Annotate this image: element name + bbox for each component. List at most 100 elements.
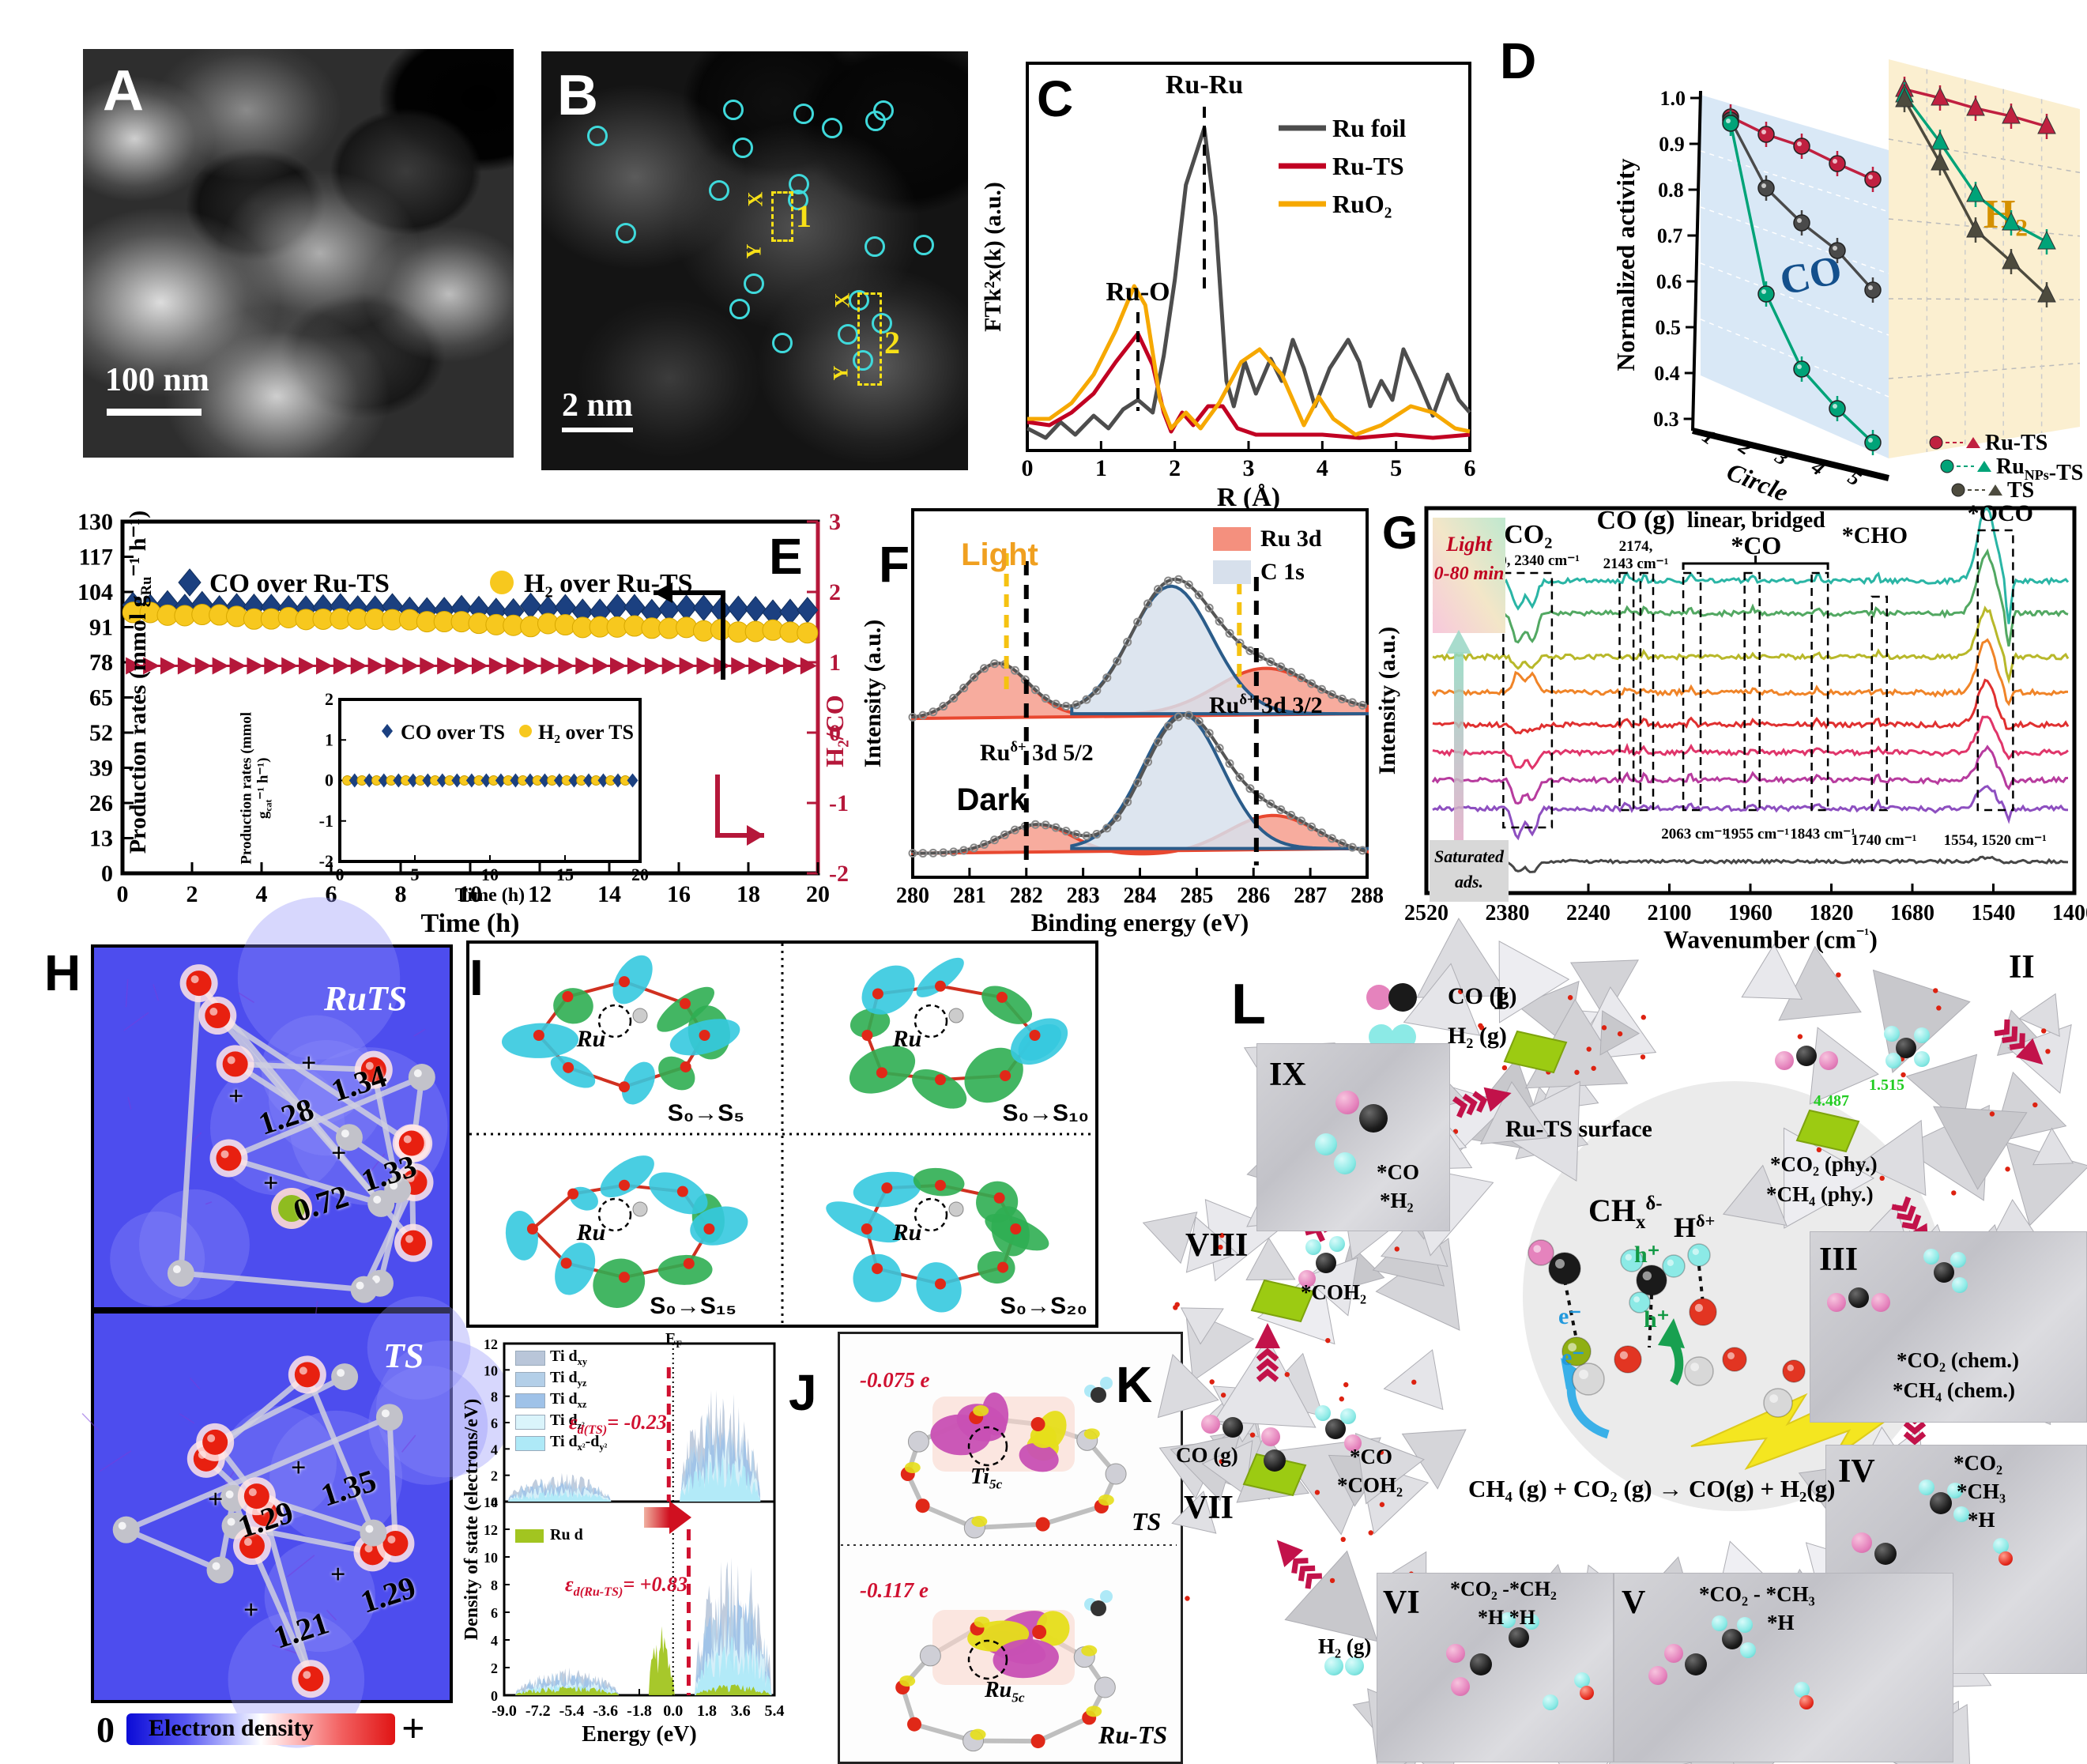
svg-text:0: 0	[101, 861, 113, 887]
svg-text:12: 12	[484, 1522, 498, 1538]
svg-text:Ru: Ru	[576, 1026, 606, 1052]
svg-text:2520: 2520	[1404, 901, 1448, 925]
l-station-label: *CH₄ (chem.)	[1893, 1378, 2015, 1403]
molecule-ball	[1796, 1046, 1817, 1066]
molecule-ball	[1648, 1666, 1667, 1685]
l-hplus: h⁺	[1644, 1306, 1670, 1333]
svg-text:Binding energy (eV): Binding energy (eV)	[1031, 908, 1249, 937]
l-station-label: *CO	[1350, 1445, 1392, 1469]
svg-text:1740 cm⁻¹: 1740 cm⁻¹	[1852, 832, 1917, 849]
l-station-label: *CO₂ (chem.)	[1897, 1348, 2019, 1373]
svg-text:2174,: 2174,	[1619, 538, 1653, 555]
atom-marker-circle	[838, 324, 858, 345]
svg-text:39: 39	[89, 756, 113, 782]
colorbar-label: Electron density	[149, 1715, 314, 1742]
molecule-ball	[1664, 1644, 1683, 1663]
svg-text:2: 2	[491, 1660, 498, 1676]
j-eps-ts: εd(TS)= -0.23	[569, 1411, 667, 1438]
molecule-ball	[1919, 1479, 1934, 1495]
svg-text:Energy (eV): Energy (eV)	[582, 1722, 696, 1747]
j-legend-swatch	[515, 1372, 545, 1387]
molecule-ball	[1950, 1252, 1966, 1268]
molecule-ball	[1305, 1239, 1321, 1255]
charge-plus-marker: +	[291, 1453, 306, 1483]
charge-plus-marker: +	[208, 1485, 223, 1515]
svg-text:0-80 min: 0-80 min	[1434, 564, 1505, 584]
molecule-ball	[1264, 1449, 1286, 1472]
l-station-label: *CH₃	[1957, 1479, 2006, 1504]
svg-text:4: 4	[491, 1442, 498, 1457]
svg-text:6: 6	[1464, 455, 1476, 481]
molecule-ball	[1261, 1427, 1280, 1446]
panel-i-letter: I	[469, 948, 484, 1007]
l-gas-label: H₂ (g)	[1318, 1634, 1371, 1659]
box2-number: 2	[884, 324, 900, 361]
charge-plus-marker: +	[330, 1560, 345, 1590]
molecule-ball	[1329, 1236, 1345, 1252]
svg-text:1: 1	[1095, 455, 1107, 481]
e-inset-y-axis-label: Production rates (mmol gcat⁻¹ h⁻¹)	[239, 705, 275, 871]
molecule-ball	[1737, 1617, 1753, 1633]
j-legend-label: Ti dyz	[550, 1369, 586, 1389]
svg-text:1540: 1540	[1972, 901, 2016, 925]
l-legend-co: CO (g)	[1448, 983, 1516, 1010]
svg-text:10: 10	[484, 1550, 498, 1566]
svg-text:5: 5	[1390, 455, 1402, 481]
l-station-label: 4.487	[1814, 1092, 1849, 1110]
panel-f-letter: F	[879, 535, 910, 594]
svg-text:2100: 2100	[1648, 901, 1692, 925]
svg-text:91: 91	[89, 615, 113, 641]
svg-text:*CHO: *CHO	[1842, 522, 1908, 548]
molecule-ball	[1315, 1133, 1337, 1155]
l-station-i: I	[1494, 980, 1506, 1018]
svg-text:CO over Ru-TS: CO over Ru-TS	[209, 569, 390, 598]
svg-text:-2: -2	[319, 851, 333, 871]
molecule-ball	[1340, 1408, 1356, 1424]
molecule-ball	[1799, 1695, 1814, 1709]
atom-marker-circle	[733, 138, 753, 158]
j-legend-label-ru: Ru d	[550, 1526, 583, 1544]
l-station-vi: VI	[1383, 1584, 1420, 1622]
svg-text:8: 8	[491, 1389, 498, 1405]
svg-text:RuO₂: RuO₂	[1332, 190, 1392, 218]
svg-text:0: 0	[491, 1688, 498, 1704]
l-station-label: *CH₄ (phy.)	[1766, 1182, 1874, 1207]
l-station-label: *H	[1968, 1508, 1995, 1532]
svg-text:18: 18	[736, 881, 760, 907]
molecule-ball	[1316, 1253, 1336, 1273]
atom-marker-circle	[723, 100, 744, 120]
svg-text:Ru: Ru	[892, 1026, 922, 1052]
l-chx-label: CHxδ-	[1588, 1192, 1663, 1234]
svg-text:Ru 3d: Ru 3d	[1260, 526, 1322, 552]
l-station-label: 1.515	[1869, 1076, 1904, 1095]
l-station-v: V	[1622, 1584, 1645, 1622]
bottom-map-name: TS	[383, 1336, 424, 1376]
molecule-ball	[1222, 1417, 1243, 1438]
svg-text:14: 14	[597, 881, 621, 907]
top-map-name: RuTS	[324, 978, 407, 1019]
svg-text:281: 281	[953, 884, 986, 908]
svg-text:-1: -1	[319, 811, 333, 831]
atom-marker-circle	[709, 180, 729, 201]
atom-marker-circle	[873, 100, 894, 121]
svg-text:65: 65	[89, 685, 113, 711]
molecule-ball	[1998, 1551, 2013, 1566]
svg-text:52: 52	[89, 720, 113, 746]
svg-text:15: 15	[556, 865, 574, 884]
svg-text:*OCO: *OCO	[1968, 500, 2033, 526]
molecule-ball	[1848, 1287, 1869, 1308]
svg-text:0.7: 0.7	[1657, 224, 1683, 247]
panel-d-letter: D	[1500, 32, 1536, 90]
l-station-label: *H₂	[1380, 1189, 1414, 1213]
j-legend-label: Ti dxy	[550, 1348, 587, 1368]
svg-text:Dark: Dark	[957, 782, 1028, 817]
svg-text:Light: Light	[961, 537, 1038, 572]
j-legend-swatch	[515, 1393, 545, 1408]
svg-text:2: 2	[186, 881, 198, 907]
molecule-ball	[1914, 1051, 1930, 1067]
svg-text:5: 5	[411, 865, 420, 884]
